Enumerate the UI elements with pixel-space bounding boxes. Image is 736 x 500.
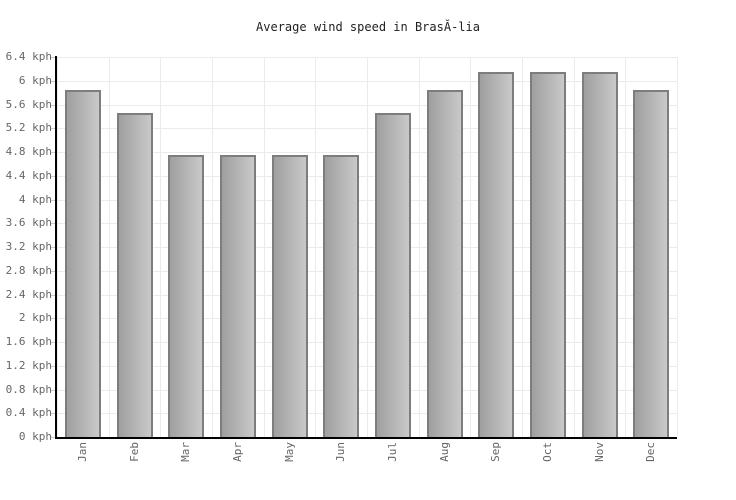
bar-may [271,154,308,437]
bar-jul [374,113,411,437]
x-label-mar: Mar [179,442,193,462]
y-tick-label: 2.8 kph [5,263,52,277]
y-tick [51,104,57,106]
y-tick [51,80,57,82]
x-label-jul: Jul [385,442,399,462]
x-label-aug: Aug [437,442,451,462]
x-label-jan: Jan [75,442,89,462]
x-label-apr: Apr [230,442,244,462]
x-gridline [263,57,265,437]
x-label-may: May [282,442,296,462]
y-tick-label: 5.2 kph [5,121,52,135]
bar-mar [168,154,205,437]
y-tick-label: 0.4 kph [5,406,52,420]
bar-aug [426,89,463,437]
y-tick-label: 4.4 kph [5,168,52,182]
y-tick [51,57,57,58]
y-tick-label: 0 kph [18,430,52,443]
x-gridline [160,57,162,437]
x-gridline [470,57,472,437]
x-gridline [677,57,678,437]
y-tick [51,365,57,367]
y-tick-label: 3.6 kph [5,216,52,230]
bar-oct [529,71,566,437]
y-tick-label: 4 kph [18,192,52,206]
x-label-oct: Oct [540,442,554,462]
x-gridline [625,57,627,437]
x-gridline [367,57,368,437]
x-label-nov: Nov [592,442,606,462]
y-tick [51,413,57,415]
x-gridline [573,57,575,437]
bar-sep [478,71,515,437]
y-tick-label: 1.2 kph [5,358,52,372]
x-label-jun: Jun [334,442,348,462]
y-tick-label: 5.6 kph [5,97,52,111]
y-tick [51,389,57,391]
x-gridline [418,57,420,437]
bar-nov [581,71,618,437]
y-tick-label: 6 kph [18,73,52,87]
bar-feb [116,113,153,437]
y-tick-label: 3.2 kph [5,240,52,253]
y-tick-label: 4.8 kph [5,145,52,158]
x-gridline [522,57,523,437]
x-label-sep: Sep [489,442,503,462]
x-gridline [212,57,213,437]
bar-apr [219,154,256,437]
x-gridline [315,57,317,437]
bar-dec [633,89,670,437]
y-tick-label: 6.4 kph [5,50,52,63]
bar-jun [323,154,360,437]
y-tick [51,175,57,177]
y-tick-label: 2.4 kph [5,287,52,301]
bar-jan [64,89,101,437]
y-tick-label: 0.8 kph [5,382,52,396]
y-tick [51,152,57,153]
y-axis-line [55,56,57,439]
y-tick [51,318,57,320]
y-tick-label: 2 kph [18,311,52,325]
y-tick [51,342,57,343]
y-tick [51,270,57,272]
x-axis-line [55,437,677,439]
x-gridline [57,57,58,437]
y-tick [51,247,57,248]
y-tick-label: 1.6 kph [5,335,52,348]
y-tick [51,199,57,201]
chart-title: Average wind speed in BrasĂ-lia [256,20,480,34]
y-tick [51,223,57,225]
y-tick [51,128,57,130]
y-tick [51,437,57,438]
y-tick [51,294,57,296]
x-label-dec: Dec [644,442,658,462]
x-label-feb: Feb [127,442,141,462]
x-gridline [108,57,110,437]
